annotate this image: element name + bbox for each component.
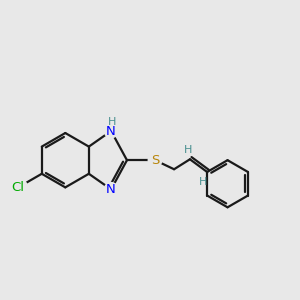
Circle shape	[104, 124, 118, 138]
Text: H: H	[184, 145, 192, 155]
Circle shape	[8, 178, 27, 198]
Text: N: N	[106, 183, 116, 196]
Text: S: S	[151, 154, 159, 167]
Text: N: N	[106, 124, 116, 137]
Text: Cl: Cl	[11, 181, 24, 194]
Circle shape	[148, 153, 162, 167]
Text: H: H	[199, 177, 208, 187]
Circle shape	[104, 183, 118, 196]
Text: H: H	[108, 117, 116, 127]
